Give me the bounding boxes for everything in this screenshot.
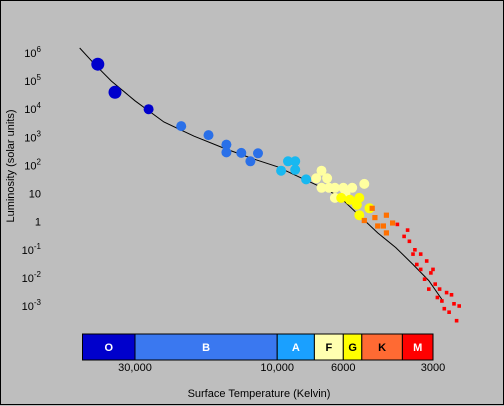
star-point: [336, 192, 347, 203]
star-point: [442, 306, 447, 311]
star-point: [311, 173, 322, 184]
star-point: [418, 252, 423, 256]
star-point: [418, 267, 423, 272]
x-tick-label: 10,000: [260, 362, 294, 374]
spectral-class-f: [313, 333, 344, 361]
y-tick-label: 102: [24, 157, 41, 172]
spectral-class-label: B: [202, 342, 210, 354]
star-point: [221, 147, 232, 158]
star-point: [452, 302, 456, 306]
y-tick-label: 10: [29, 189, 41, 201]
y-tick-label: 10-1: [22, 242, 42, 257]
star-point: [176, 121, 187, 132]
star-point: [290, 156, 301, 167]
star-point: [435, 295, 440, 300]
star-point: [221, 139, 232, 150]
x-tick-label: 3000: [421, 362, 445, 374]
star-point: [361, 217, 367, 224]
star-point: [440, 299, 444, 303]
star-point: [316, 182, 327, 193]
star-point: [444, 290, 449, 295]
x-axis-title: Surface Temperature (Kelvin): [188, 388, 331, 400]
y-tick-label: 10-3: [22, 298, 42, 313]
y-tick-label: 105: [24, 73, 41, 88]
y-tick-label: 1: [35, 217, 41, 229]
y-axis-title: Luminosity (solar units): [5, 109, 17, 222]
star-point: [359, 178, 370, 189]
star-point: [433, 282, 437, 286]
star-point: [354, 210, 365, 221]
star-point: [447, 310, 451, 314]
spectral-class-m: [401, 333, 434, 361]
star-point: [354, 192, 365, 203]
star-point: [245, 156, 256, 167]
star-point: [405, 228, 410, 232]
x-tick-label: 30,000: [118, 362, 152, 374]
star-point: [301, 174, 312, 185]
spectral-class-label: M: [413, 342, 422, 354]
spectral-class-label: O: [105, 342, 114, 354]
star-point: [236, 147, 247, 158]
star-point: [457, 304, 461, 308]
star-point: [383, 230, 389, 236]
star-point: [380, 223, 386, 229]
spectral-class-label: K: [378, 342, 386, 354]
spectral-class-label: A: [292, 342, 300, 354]
star-point: [402, 234, 406, 239]
star-point: [429, 271, 433, 275]
x-tick-label: 6000: [331, 362, 355, 374]
star-point: [424, 259, 429, 263]
star-point: [283, 156, 293, 167]
star-point: [91, 57, 105, 71]
star-point: [347, 182, 358, 193]
y-tick-label: 106: [24, 45, 41, 60]
star-point: [449, 293, 454, 297]
main-sequence-curve: [79, 47, 444, 302]
star-point: [372, 215, 378, 221]
star-point: [290, 164, 301, 175]
star-point: [454, 318, 459, 323]
star-point: [431, 267, 435, 272]
star-point: [253, 148, 263, 159]
y-tick-label: 10-2: [22, 270, 42, 285]
star-point: [276, 165, 287, 176]
star-point: [143, 104, 154, 115]
star-point: [422, 277, 427, 281]
y-tick-label: 104: [24, 101, 41, 116]
star-point: [369, 205, 375, 211]
y-tick-label: 103: [24, 129, 41, 144]
spectral-class-o: [82, 333, 136, 361]
star-point: [383, 212, 389, 218]
star-point: [375, 223, 381, 229]
star-point: [203, 130, 214, 141]
spectral-class-label: F: [326, 342, 333, 354]
star-point: [437, 287, 442, 291]
star-point: [407, 239, 412, 244]
star-point: [427, 287, 431, 291]
star-point: [413, 248, 417, 252]
star-point: [329, 182, 340, 193]
spectral-class-b: [134, 333, 278, 361]
star-point: [108, 85, 122, 99]
star-point: [390, 220, 396, 226]
spectral-class-label: G: [348, 342, 357, 354]
spectral-class-k: [361, 333, 403, 361]
star-point: [411, 252, 415, 256]
star-point: [415, 262, 419, 267]
star-point: [395, 222, 400, 227]
spectral-class-a: [276, 333, 315, 361]
star-point: [316, 165, 327, 176]
star-point: [322, 173, 333, 184]
star-point: [344, 194, 355, 205]
